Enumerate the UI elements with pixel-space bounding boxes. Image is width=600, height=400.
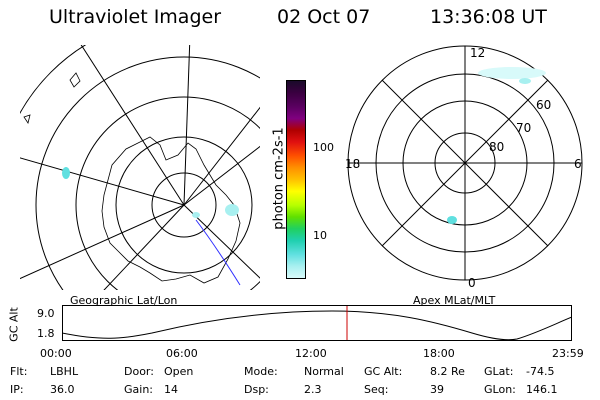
status-label: GLon: xyxy=(484,383,516,396)
mlat-label-80: 80 xyxy=(489,140,504,154)
status-label: GC Alt: xyxy=(364,365,403,378)
altitude-xtick-1800: 18:00 xyxy=(423,347,455,360)
colorbar-tick-100: 100 xyxy=(313,141,334,154)
geographic-map xyxy=(20,45,260,290)
status-value: LBHL xyxy=(50,365,79,378)
emission-patch xyxy=(192,212,200,218)
status-label: Dsp: xyxy=(244,383,269,396)
polar-panel-label: Apex MLat/MLT xyxy=(413,294,496,307)
mlt-label-18: 18 xyxy=(345,157,360,171)
emission-patch xyxy=(478,67,546,79)
polar-dial: 12 18 6 0 60 70 80 xyxy=(345,45,583,290)
status-value: Open xyxy=(164,365,194,378)
status-label: Flt: xyxy=(10,365,28,378)
altitude-ylabel: GC Alt xyxy=(7,307,21,342)
colorbar-unit-label: photon cm-2s-1 xyxy=(271,127,287,230)
mlat-label-70: 70 xyxy=(516,121,531,135)
status-label: Seq: xyxy=(364,383,389,396)
status-value: -74.5 xyxy=(526,365,555,378)
status-value: 146.1 xyxy=(526,383,558,396)
colorbar-tick-10: 10 xyxy=(313,229,327,242)
altitude-curve xyxy=(62,310,572,341)
emission-patch xyxy=(225,204,239,216)
altitude-ytick-min: 1.8 xyxy=(37,327,55,340)
geo-panel-label: Geographic Lat/Lon xyxy=(70,294,178,307)
time-label: 13:36:08 UT xyxy=(430,6,547,28)
status-value: 14 xyxy=(164,383,178,396)
altitude-xtick-1200: 12:00 xyxy=(295,347,327,360)
status-label: GLat: xyxy=(484,365,514,378)
altitude-plot xyxy=(62,305,572,341)
emission-patch xyxy=(519,78,531,84)
mlt-label-6: 6 xyxy=(574,157,582,171)
status-value: 8.2 Re xyxy=(430,365,465,378)
instrument-title: Ultraviolet Imager xyxy=(49,6,222,28)
colorbar xyxy=(286,80,306,279)
altitude-ytick-max: 9.0 xyxy=(37,307,55,320)
mlt-label-0: 0 xyxy=(468,276,476,290)
altitude-xtick-2359: 23:59 xyxy=(552,347,584,360)
emission-patch xyxy=(447,216,457,224)
mlt-label-12: 12 xyxy=(470,46,485,60)
altitude-xtick-0000: 00:00 xyxy=(40,347,72,360)
status-label: IP: xyxy=(10,383,24,396)
status-value: 39 xyxy=(430,383,444,396)
date-label: 02 Oct 07 xyxy=(277,6,371,28)
altitude-xtick-0600: 06:00 xyxy=(166,347,198,360)
mlat-label-60: 60 xyxy=(536,98,551,112)
status-value: 2.3 xyxy=(304,383,322,396)
emission-patch xyxy=(62,167,70,179)
status-label: Door: xyxy=(124,365,154,378)
status-value: 36.0 xyxy=(50,383,75,396)
status-value: Normal xyxy=(304,365,344,378)
status-label: Gain: xyxy=(124,383,153,396)
status-label: Mode: xyxy=(244,365,278,378)
